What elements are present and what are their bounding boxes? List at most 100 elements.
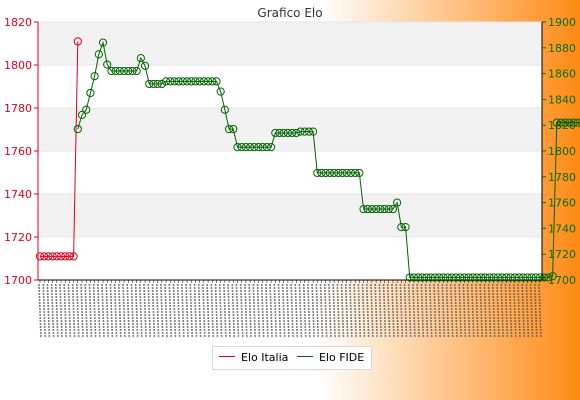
data-point [506, 273, 515, 282]
y-right-tick-label: 1700 [548, 274, 576, 287]
x-tick-label-mark [126, 283, 131, 339]
x-tick-label-mark [399, 283, 404, 339]
data-point [161, 77, 171, 86]
x-tick-label-mark [483, 283, 488, 339]
x-tick-label-mark [487, 283, 492, 339]
x-tick-label-mark [71, 283, 76, 339]
x-tick-label-mark [521, 283, 525, 339]
plot-band [38, 65, 542, 108]
data-point [351, 168, 360, 178]
data-point [401, 223, 410, 232]
x-tick-label-mark [155, 283, 160, 339]
x-tick-label-mark [462, 283, 467, 339]
y-left-tick-label: 1800 [4, 59, 32, 72]
data-point [86, 88, 95, 98]
data-point [380, 204, 389, 214]
y-right-tick-label: 1760 [548, 197, 576, 210]
data-point [48, 252, 57, 261]
data-point [435, 273, 444, 282]
data-point [69, 252, 78, 261]
data-point [241, 143, 250, 152]
data-point [321, 168, 330, 178]
x-tick-label-mark [84, 283, 89, 339]
data-point [342, 168, 351, 178]
data-point [535, 273, 545, 282]
x-tick-label-mark [252, 283, 257, 339]
data-point [363, 204, 372, 214]
x-tick-label-mark [277, 283, 282, 339]
x-tick-label-mark [353, 283, 357, 339]
plot-band [38, 194, 542, 237]
legend-label-italia: Elo Italia [241, 351, 289, 364]
data-point [254, 143, 263, 152]
data-point [258, 143, 267, 152]
x-tick-label-mark [357, 283, 362, 339]
data-point [107, 66, 116, 76]
data-point [52, 252, 61, 261]
x-tick-label-mark [407, 283, 412, 339]
x-tick-label-mark [139, 283, 143, 339]
x-tick-label-mark [466, 283, 471, 339]
x-tick-label-mark [517, 283, 521, 339]
y-right-tick-label: 1740 [548, 222, 576, 235]
data-point [174, 77, 183, 86]
x-tick-label-mark [214, 283, 219, 339]
data-point [481, 273, 490, 282]
data-point [447, 273, 456, 282]
data-point [65, 252, 74, 261]
x-tick-label-mark [244, 283, 248, 339]
data-point [170, 77, 179, 86]
x-tick-label-mark [479, 283, 483, 339]
data-point [115, 66, 124, 76]
x-tick-label-mark [365, 283, 370, 339]
legend-label-fide: Elo FIDE [319, 351, 365, 364]
x-tick-label-mark [206, 283, 210, 339]
data-point [262, 143, 271, 152]
data-point [132, 66, 141, 76]
data-point [199, 77, 208, 86]
data-point [472, 273, 482, 282]
data-point [182, 77, 192, 86]
data-point [73, 37, 82, 46]
data-point [405, 273, 414, 282]
data-point [73, 124, 82, 134]
data-point [338, 168, 347, 178]
x-tick-label-mark [470, 283, 475, 339]
data-point [426, 273, 435, 282]
data-point [510, 273, 519, 282]
data-point [359, 204, 368, 214]
data-point [224, 124, 234, 134]
data-point [334, 168, 343, 178]
x-tick-label-mark [370, 283, 374, 339]
plot-band [38, 22, 542, 65]
x-tick-label-mark [109, 283, 114, 339]
data-point [237, 143, 246, 152]
x-tick-label-mark [525, 283, 530, 339]
x-tick-label-mark [403, 283, 408, 339]
x-tick-label-mark [286, 283, 290, 339]
x-tick-label-mark [130, 283, 135, 339]
data-point [309, 127, 318, 136]
x-tick-label-mark [449, 283, 454, 339]
legend-swatch-italia [219, 356, 235, 361]
x-tick-label-mark [105, 283, 110, 339]
data-point [569, 118, 578, 127]
x-tick-label-mark [290, 283, 294, 339]
data-point [556, 118, 566, 127]
data-point [124, 66, 133, 76]
data-point [266, 143, 276, 152]
x-tick-label-mark [63, 283, 68, 339]
x-tick-label-mark [172, 283, 177, 339]
data-point [250, 143, 259, 152]
x-tick-label-mark [391, 283, 395, 339]
x-tick-label-mark [428, 283, 433, 339]
x-tick-label-mark [416, 283, 420, 339]
x-tick-label-mark [122, 283, 126, 339]
data-point [544, 273, 553, 282]
data-point [288, 128, 297, 138]
y-right-tick-label: 1840 [548, 93, 576, 106]
x-tick-label-mark [454, 283, 458, 339]
x-tick-label-mark [168, 283, 173, 339]
x-tick-label-mark [500, 283, 504, 339]
y-left-tick-label: 1720 [4, 231, 32, 244]
